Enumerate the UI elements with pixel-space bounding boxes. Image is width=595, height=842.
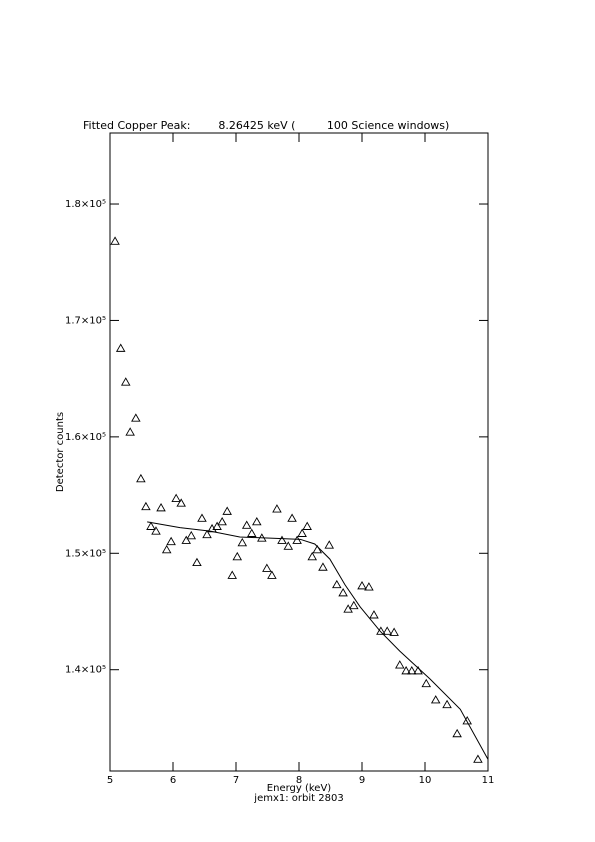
data-point: [222, 506, 232, 515]
data-point: [267, 570, 277, 579]
data-point: [357, 580, 367, 590]
data-point: [237, 537, 248, 547]
data-point: [136, 473, 146, 483]
data-point: [272, 504, 282, 513]
data-point: [442, 699, 452, 709]
data-point: [292, 535, 302, 544]
data-point: [395, 660, 405, 669]
data-point: [252, 516, 262, 526]
data-point: [197, 513, 207, 522]
data-point: [376, 626, 386, 635]
chart-title: Fitted Copper Peak: 8.26425 keV ( 100 Sc…: [83, 119, 449, 132]
data-point: [202, 529, 212, 539]
fit-line: [147, 521, 489, 760]
data-point: [297, 528, 307, 537]
data-point: [192, 557, 202, 567]
data-point: [241, 520, 252, 529]
data-point: [382, 626, 392, 635]
data-point: [186, 530, 197, 540]
data-point: [151, 526, 161, 535]
data-point: [283, 541, 294, 550]
x-tick-label: 6: [170, 775, 176, 786]
data-point: [212, 521, 222, 530]
y-tick-label: 1.5×10⁵: [65, 548, 106, 559]
data-point: [302, 521, 312, 530]
data-point: [462, 716, 472, 725]
data-point: [161, 544, 172, 554]
subtitle: jemx1: orbit 2803: [253, 793, 343, 804]
data-point: [318, 562, 328, 571]
data-point: [277, 535, 287, 544]
data-point: [232, 551, 243, 561]
data-point: [156, 502, 166, 512]
data-point: [246, 528, 257, 537]
data-point: [141, 501, 151, 511]
data-point: [307, 551, 318, 561]
data-point: [131, 413, 141, 422]
data-point: [120, 377, 131, 386]
data-point: [389, 627, 399, 636]
data-point: [324, 540, 335, 549]
data-point: [227, 570, 237, 579]
data-point: [401, 665, 411, 675]
data-point: [332, 579, 342, 589]
y-axis-label: Detector counts: [55, 412, 66, 492]
x-tick-label: 9: [359, 775, 365, 786]
x-tick-label: 5: [107, 775, 113, 786]
data-point: [115, 343, 126, 352]
data-point: [217, 516, 227, 526]
x-tick-label: 10: [419, 775, 432, 786]
data-point: [181, 535, 192, 544]
y-tick-label: 1.6×10⁵: [65, 432, 106, 443]
data-point: [369, 610, 379, 619]
x-tick-label: 7: [233, 775, 239, 786]
data-point: [110, 236, 120, 245]
y-tick-label: 1.7×10⁵: [65, 315, 106, 326]
data-point: [406, 665, 417, 675]
data-point: [312, 544, 323, 554]
data-point: [166, 536, 176, 546]
data-point: [364, 582, 374, 591]
data-point: [176, 498, 186, 507]
data-point: [421, 678, 432, 688]
data-point: [430, 695, 441, 704]
x-tick-label: 8: [296, 775, 302, 786]
data-point: [473, 754, 483, 763]
y-tick-label: 1.8×10⁵: [65, 199, 106, 210]
x-tick-label: 11: [482, 775, 495, 786]
x-axis-label: Energy (keV): [267, 783, 332, 794]
data-point: [262, 563, 272, 572]
data-point: [171, 493, 181, 503]
data-point: [146, 521, 156, 530]
y-tick-label: 1.4×10⁵: [65, 665, 106, 676]
data-point: [349, 600, 359, 610]
data-point: [125, 427, 135, 436]
data-point: [338, 587, 348, 597]
data-point: [287, 513, 297, 522]
data-point: [452, 728, 462, 738]
